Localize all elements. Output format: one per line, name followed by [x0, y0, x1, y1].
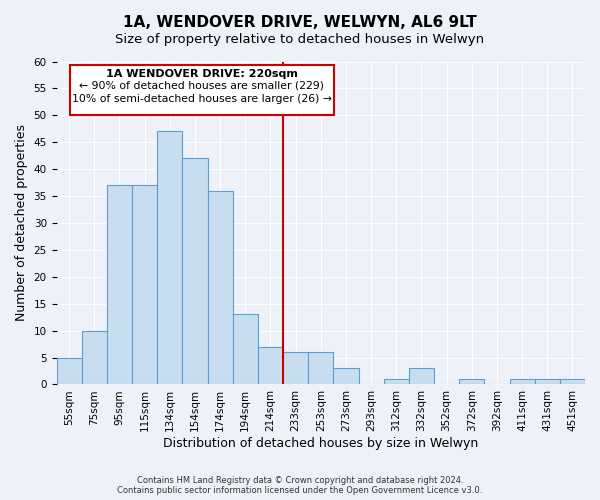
Bar — [509, 379, 535, 384]
Text: 1A WENDOVER DRIVE: 220sqm: 1A WENDOVER DRIVE: 220sqm — [106, 68, 298, 78]
Bar — [535, 379, 560, 384]
Bar — [409, 368, 434, 384]
Bar — [258, 347, 283, 385]
Text: Contains HM Land Registry data © Crown copyright and database right 2024.: Contains HM Land Registry data © Crown c… — [137, 476, 463, 485]
Text: ← 90% of detached houses are smaller (229): ← 90% of detached houses are smaller (22… — [79, 81, 325, 91]
Text: 1A, WENDOVER DRIVE, WELWYN, AL6 9LT: 1A, WENDOVER DRIVE, WELWYN, AL6 9LT — [123, 15, 477, 30]
Text: Contains public sector information licensed under the Open Government Licence v3: Contains public sector information licen… — [118, 486, 482, 495]
Y-axis label: Number of detached properties: Number of detached properties — [15, 124, 28, 322]
Bar — [308, 352, 334, 384]
Text: 10% of semi-detached houses are larger (26) →: 10% of semi-detached houses are larger (… — [72, 94, 332, 104]
FancyBboxPatch shape — [70, 64, 334, 115]
Bar — [334, 368, 359, 384]
Bar — [182, 158, 208, 384]
Bar — [132, 186, 157, 384]
Bar — [157, 132, 182, 384]
Bar — [82, 330, 107, 384]
Bar — [107, 186, 132, 384]
Text: Size of property relative to detached houses in Welwyn: Size of property relative to detached ho… — [115, 32, 485, 46]
Bar — [283, 352, 308, 384]
Bar — [56, 358, 82, 384]
Bar — [383, 379, 409, 384]
Bar — [208, 190, 233, 384]
Bar — [233, 314, 258, 384]
Bar — [459, 379, 484, 384]
X-axis label: Distribution of detached houses by size in Welwyn: Distribution of detached houses by size … — [163, 437, 478, 450]
Bar — [560, 379, 585, 384]
